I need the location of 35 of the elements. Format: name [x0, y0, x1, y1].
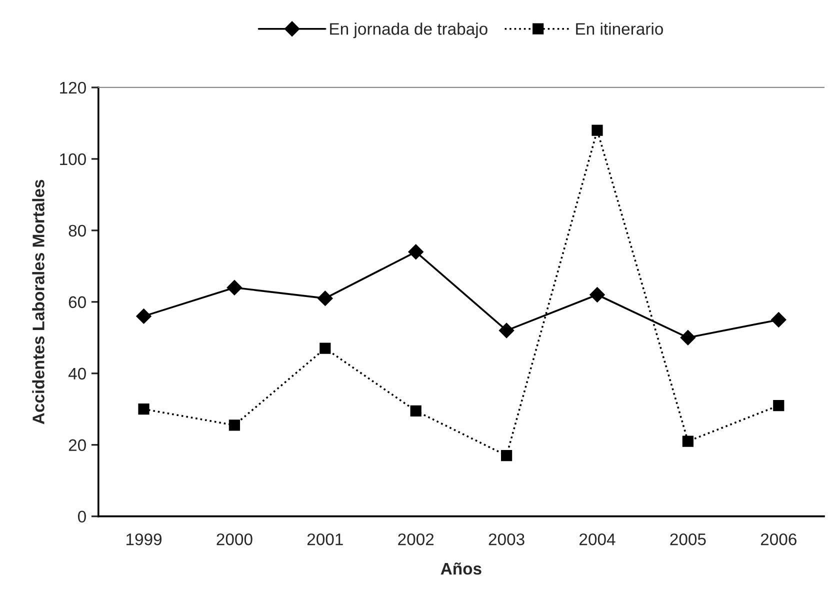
- point: [410, 405, 422, 416]
- point: [680, 330, 696, 346]
- point: [318, 290, 333, 306]
- point: [136, 308, 152, 324]
- y-tick-label: 20: [68, 439, 86, 452]
- y-tick-label: 80: [68, 224, 86, 237]
- point: [226, 280, 242, 296]
- y-tick-label: 120: [60, 82, 86, 94]
- legend-label: En itinerario: [576, 22, 663, 35]
- point: [500, 450, 512, 462]
- point: [138, 404, 150, 415]
- point: [682, 436, 694, 447]
- point: [228, 420, 240, 431]
- y-axis-title: Accidentes Laborales Mortales: [32, 180, 44, 424]
- y-tick-label: 100: [60, 153, 86, 166]
- x-tick-label: 2006: [760, 533, 796, 546]
- y-tick-label: 60: [68, 296, 86, 308]
- point: [592, 124, 603, 136]
- point: [773, 400, 784, 412]
- point: [498, 322, 514, 338]
- x-tick-label: 2005: [670, 533, 706, 546]
- point: [590, 287, 605, 302]
- point: [408, 244, 424, 260]
- y-tick-label: 40: [68, 368, 86, 380]
- x-tick-label: 2002: [398, 533, 434, 546]
- y-tick-label: 0: [78, 510, 86, 523]
- point: [771, 312, 786, 328]
- x-tick-label: 1999: [126, 533, 162, 546]
- x-tick-label: 2001: [307, 533, 343, 546]
- x-tick-label: 2003: [488, 533, 524, 546]
- legend-label: En jornada de trabajo: [330, 22, 488, 38]
- x-axis-title: Años: [440, 562, 482, 575]
- x-tick-label: 2000: [216, 533, 252, 546]
- x-tick-label: 2004: [580, 533, 616, 546]
- point: [320, 342, 331, 354]
